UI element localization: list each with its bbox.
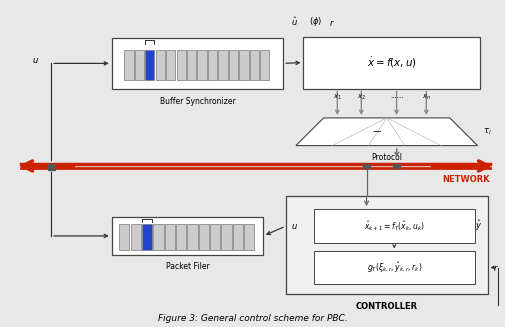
Bar — [156, 49, 165, 80]
Polygon shape — [295, 118, 477, 146]
Bar — [285, 196, 487, 294]
Bar — [112, 217, 263, 255]
Bar — [142, 224, 152, 250]
Text: $\hat{y}$: $\hat{y}$ — [474, 219, 482, 233]
Text: CONTROLLER: CONTROLLER — [355, 302, 417, 311]
Text: $r$: $r$ — [328, 18, 334, 28]
Bar — [166, 49, 175, 80]
Bar — [303, 37, 479, 89]
Bar — [145, 49, 154, 80]
Text: —: — — [372, 127, 380, 136]
Bar — [313, 251, 474, 284]
Bar — [260, 49, 269, 80]
Bar — [176, 49, 185, 80]
Text: Figure 3: General control scheme for PBC.: Figure 3: General control scheme for PBC… — [158, 314, 347, 323]
Bar — [176, 224, 186, 250]
Bar — [112, 38, 283, 89]
Bar — [221, 224, 231, 250]
Bar — [218, 49, 227, 80]
Text: $u$: $u$ — [31, 56, 38, 65]
Bar — [198, 224, 209, 250]
Bar — [130, 224, 140, 250]
Bar — [210, 224, 220, 250]
Bar — [119, 224, 129, 250]
Text: $x_n$: $x_n$ — [421, 93, 430, 102]
Text: $\hat{u}$: $\hat{u}$ — [290, 16, 297, 28]
Text: $u$: $u$ — [290, 222, 297, 231]
Bar — [197, 49, 206, 80]
Text: Protocol: Protocol — [371, 153, 401, 162]
Bar — [244, 224, 254, 250]
Bar — [228, 49, 237, 80]
Bar — [208, 49, 217, 80]
Text: Packet Filer: Packet Filer — [165, 262, 209, 271]
Text: $\tau_i$: $\tau_i$ — [482, 127, 490, 137]
Text: Buffer Synchronizer: Buffer Synchronizer — [159, 97, 235, 106]
Bar — [232, 224, 242, 250]
Bar — [249, 49, 259, 80]
Text: $r$: $r$ — [492, 263, 497, 273]
Text: $x_1$: $x_1$ — [332, 93, 341, 102]
Bar — [124, 49, 133, 80]
Bar — [239, 49, 248, 80]
Bar — [153, 224, 163, 250]
Text: $\dot{x} = f(x, u)$: $\dot{x} = f(x, u)$ — [366, 56, 416, 70]
Text: $g_T(\xi_{k,r}, \hat{y}_{k,r}, r_k)$: $g_T(\xi_{k,r}, \hat{y}_{k,r}, r_k)$ — [366, 261, 421, 275]
Text: $x_2$: $x_2$ — [356, 93, 365, 102]
Bar — [164, 224, 175, 250]
Bar — [134, 49, 144, 80]
Bar — [187, 49, 196, 80]
Text: $\hat{x}_{k+1} = f_T(\hat{x}_k, u_k)$: $\hat{x}_{k+1} = f_T(\hat{x}_k, u_k)$ — [363, 219, 424, 233]
Bar — [313, 209, 474, 243]
Text: ......: ...... — [389, 93, 402, 98]
Text: NETWORK: NETWORK — [442, 175, 489, 184]
Bar — [187, 224, 197, 250]
Text: $(\phi)$: $(\phi)$ — [308, 15, 321, 28]
